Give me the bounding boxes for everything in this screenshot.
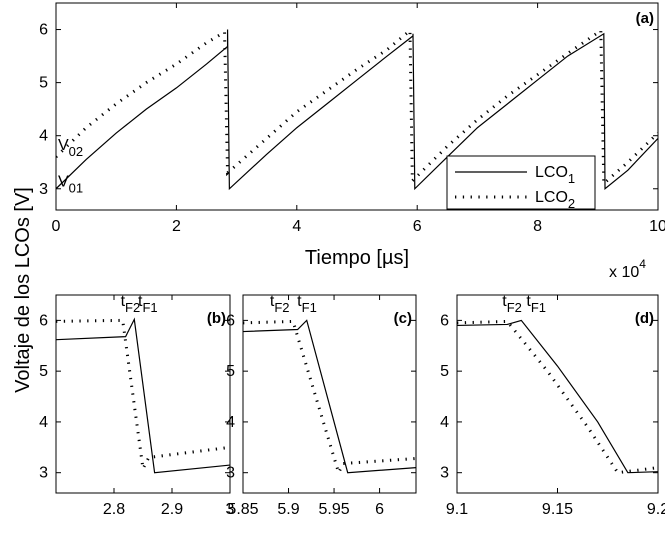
- panel-a: 0 2 4 6 8 10 3 4 5 6 (a) V02 V01 Tiempo [µs] x 104 LCO1…: [39, 2, 665, 281]
- time-annotation-f2-c: tF2: [270, 293, 290, 315]
- series-lco2-line-c: [243, 319, 416, 477]
- x-axis-label: Tiempo [µs]: [305, 247, 409, 269]
- panels: 0 2 4 6 8 10 3 4 5 6 (a) V02 V01 Tiempo [µs] x 104 LCO1…: [39, 2, 665, 518]
- legend-box: [446, 155, 596, 210]
- y-tick-label-d: 4: [440, 414, 449, 431]
- series-lco1-line-c: [243, 319, 416, 474]
- panel-label-d: (d): [635, 310, 654, 327]
- y-tick-label-a: 6: [39, 22, 48, 39]
- panel-label-c: (c): [394, 310, 412, 327]
- x-tick-label-a: 10: [649, 218, 665, 235]
- y-tick-label-c: 6: [226, 312, 235, 329]
- time-annotation-f1-b: tF1: [138, 293, 158, 315]
- x-tick-label-a: 6: [413, 218, 422, 235]
- y-axis-label: Voltaje de los LCOs [V]: [12, 187, 34, 393]
- x-tick-label-d: 9.1: [446, 501, 468, 518]
- x-tick-label-d: 9.2: [647, 501, 665, 518]
- x-tick-label-c: 6: [375, 501, 384, 518]
- legend-label-lco1: LCO1: [535, 164, 575, 186]
- series-lco1-line-d: [457, 319, 658, 474]
- legend-label-lco2: LCO2: [535, 189, 575, 211]
- x-tick-label-a: 4: [292, 218, 301, 235]
- y-tick-label-b: 5: [39, 363, 48, 380]
- panel-c: 5.85 5.9 5.95 6 3 4 5 6 (c) tF2 tF1: [226, 293, 417, 518]
- x-tick-label-a: 2: [172, 218, 181, 235]
- voltage-annotation-01: V01: [58, 173, 83, 195]
- y-tick-label-c: 3: [226, 465, 235, 482]
- x-tick-label-a: 8: [533, 218, 542, 235]
- series-lco1-line-b: [56, 317, 230, 474]
- plot-frame-c: [242, 294, 417, 494]
- y-tick-label-c: 4: [226, 414, 235, 431]
- y-tick-label-a: 5: [39, 75, 48, 92]
- panel-label-b: (b): [207, 310, 226, 327]
- legend: LCO1 LCO2: [446, 155, 596, 211]
- panel-label-a: (a): [636, 10, 654, 27]
- plot-frame-b: [55, 294, 231, 494]
- x-tick-label-c: 5.85: [227, 501, 258, 518]
- x-tick-label-c: 5.95: [318, 501, 349, 518]
- x-tick-label-b: 3: [226, 501, 235, 518]
- series-lco2-line-b: [56, 318, 230, 474]
- voltage-annotation-02: V02: [58, 137, 83, 159]
- y-tick-label-a: 4: [39, 128, 48, 145]
- series-lco2-line-d: [457, 319, 658, 475]
- time-annotation-f1-d: tF1: [526, 293, 546, 315]
- plot-frame-a: [55, 2, 659, 211]
- y-tick-label-a: 3: [39, 181, 48, 198]
- y-tick-label-d: 6: [440, 312, 449, 329]
- y-tick-label-b: 6: [39, 312, 48, 329]
- x-tick-label-d: 9.15: [542, 501, 573, 518]
- x-tick-label-b: 2.9: [161, 501, 183, 518]
- x-tick-label-a: 0: [52, 218, 61, 235]
- x-tick-label-b: 2.8: [103, 501, 125, 518]
- y-tick-label-d: 5: [440, 363, 449, 380]
- x-multiplier: x 104: [609, 257, 646, 281]
- panel-d: 9.1 9.15 9.2 3 4 5 6 (d) tF2 tF1: [440, 293, 665, 518]
- y-tick-label-c: 5: [226, 363, 235, 380]
- series-lco1-line-a: [56, 29, 658, 191]
- time-annotation-f2-b: tF2: [121, 293, 141, 315]
- y-tick-label-b: 3: [39, 465, 48, 482]
- y-tick-label-b: 4: [39, 414, 48, 431]
- y-tick-label-d: 3: [440, 465, 449, 482]
- time-annotation-f2-d: tF2: [502, 293, 522, 315]
- time-annotation-f1-c: tF1: [297, 293, 317, 315]
- x-tick-label-c: 5.9: [277, 501, 299, 518]
